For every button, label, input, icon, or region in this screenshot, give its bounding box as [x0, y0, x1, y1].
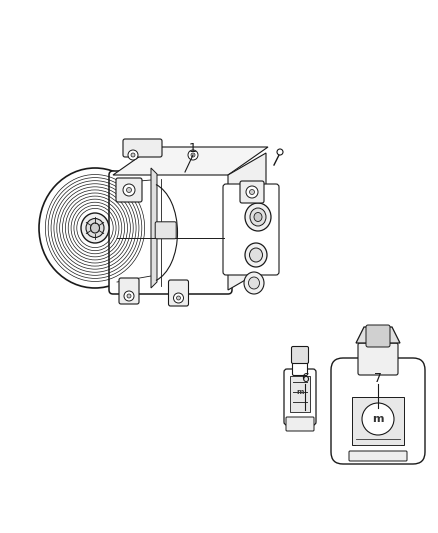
Circle shape	[246, 186, 258, 198]
Circle shape	[131, 153, 135, 157]
FancyBboxPatch shape	[155, 222, 176, 239]
FancyBboxPatch shape	[331, 358, 425, 464]
Circle shape	[188, 150, 198, 160]
Text: 1: 1	[189, 141, 197, 155]
Ellipse shape	[245, 243, 267, 267]
Circle shape	[277, 149, 283, 155]
Circle shape	[128, 150, 138, 160]
Circle shape	[250, 190, 254, 195]
FancyBboxPatch shape	[109, 171, 232, 294]
Circle shape	[127, 188, 131, 192]
FancyBboxPatch shape	[286, 417, 314, 431]
FancyBboxPatch shape	[240, 181, 264, 203]
Polygon shape	[356, 327, 400, 343]
Text: 6: 6	[301, 372, 309, 384]
Circle shape	[191, 153, 195, 157]
FancyBboxPatch shape	[358, 343, 398, 375]
Circle shape	[127, 294, 131, 298]
Ellipse shape	[244, 272, 264, 294]
Circle shape	[124, 291, 134, 301]
Ellipse shape	[81, 213, 109, 243]
FancyBboxPatch shape	[293, 359, 307, 376]
FancyBboxPatch shape	[119, 278, 139, 304]
Ellipse shape	[86, 219, 104, 238]
Ellipse shape	[39, 168, 151, 288]
FancyBboxPatch shape	[169, 280, 188, 306]
Ellipse shape	[250, 208, 266, 226]
Polygon shape	[113, 147, 268, 175]
Ellipse shape	[254, 213, 262, 222]
Polygon shape	[228, 153, 266, 290]
Ellipse shape	[248, 277, 259, 289]
FancyBboxPatch shape	[123, 139, 162, 157]
FancyBboxPatch shape	[292, 346, 308, 364]
FancyBboxPatch shape	[223, 184, 279, 275]
Circle shape	[173, 293, 184, 303]
FancyBboxPatch shape	[290, 376, 310, 412]
Circle shape	[177, 296, 180, 300]
FancyBboxPatch shape	[366, 325, 390, 347]
Text: 7: 7	[374, 372, 382, 384]
FancyBboxPatch shape	[352, 397, 404, 445]
FancyBboxPatch shape	[349, 451, 407, 461]
Ellipse shape	[91, 223, 99, 233]
Ellipse shape	[250, 248, 262, 262]
Polygon shape	[151, 168, 157, 288]
Text: m: m	[372, 414, 384, 424]
Circle shape	[362, 403, 394, 435]
Circle shape	[123, 184, 135, 196]
Text: m: m	[297, 389, 304, 395]
FancyBboxPatch shape	[284, 369, 316, 425]
FancyBboxPatch shape	[116, 178, 142, 202]
Ellipse shape	[245, 203, 271, 231]
